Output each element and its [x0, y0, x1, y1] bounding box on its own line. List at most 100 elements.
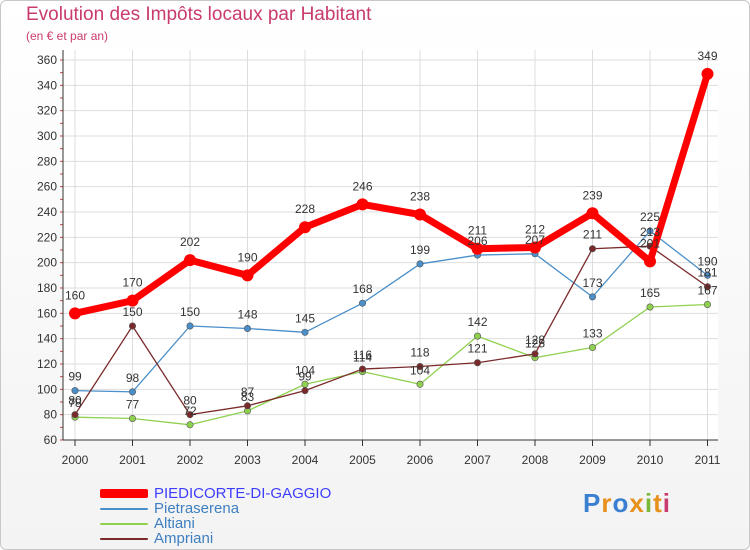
data-label: 207: [525, 233, 545, 247]
y-tick-label: 240: [37, 205, 57, 219]
data-label: 167: [697, 283, 717, 297]
data-point: [69, 307, 81, 320]
data-label: 80: [68, 394, 82, 408]
legend-swatch: [100, 507, 148, 510]
data-label: 99: [68, 370, 82, 384]
data-point: [301, 387, 309, 395]
data-label: 228: [295, 202, 315, 216]
plot-area: [63, 50, 718, 440]
chart-subtitle: (en € et par an): [26, 29, 109, 43]
data-label: 206: [467, 234, 487, 248]
logo-letter: P: [583, 488, 602, 518]
data-label: 99: [298, 370, 312, 384]
data-label: 125: [525, 337, 545, 351]
legend-label: Altiani: [154, 515, 195, 532]
y-tick-label: 100: [37, 382, 57, 396]
logo-letter: o: [612, 488, 630, 518]
data-label: 168: [352, 282, 372, 296]
data-label: 239: [582, 188, 602, 202]
x-tick-label: 2003: [234, 453, 261, 467]
data-label: 238: [410, 190, 430, 204]
x-tick-label: 2011: [695, 453, 721, 467]
data-label: 190: [697, 254, 717, 268]
x-tick-label: 2001: [119, 453, 146, 467]
data-point: [473, 359, 481, 367]
legend-item: Pietraserena: [100, 501, 331, 516]
y-tick-label: 200: [37, 256, 57, 270]
legend-label: Ampriani: [154, 530, 214, 547]
data-point: [703, 271, 711, 279]
y-tick-label: 220: [37, 230, 57, 244]
data-label: 190: [237, 250, 257, 264]
data-point: [301, 328, 309, 336]
data-point: [71, 411, 79, 419]
data-label: 201: [640, 236, 660, 250]
data-label: 211: [583, 228, 602, 242]
x-tick-label: 2000: [62, 453, 89, 467]
data-label: 165: [640, 286, 660, 300]
data-point: [416, 380, 424, 388]
x-tick-label: 2008: [522, 453, 549, 467]
data-label: 160: [65, 288, 85, 302]
logo-letter: r: [601, 488, 613, 518]
data-label: 181: [697, 266, 717, 280]
y-tick-label: 140: [37, 332, 57, 346]
data-point: [586, 207, 599, 220]
x-tick-label: 2002: [177, 453, 204, 467]
data-point: [184, 254, 196, 267]
legend-label: Pietraserena: [154, 500, 240, 517]
data-point: [186, 322, 194, 330]
data-point: [244, 325, 252, 333]
data-label: 213: [640, 225, 660, 239]
data-label: 150: [122, 305, 142, 319]
data-point: [588, 344, 596, 352]
legend-item: Ampriani: [100, 531, 331, 546]
data-point: [186, 421, 194, 429]
logo-letter: i: [644, 488, 654, 518]
series-line-pietraserena: [74, 230, 709, 393]
data-label: 104: [295, 363, 315, 377]
data-label: 116: [353, 348, 372, 362]
y-tick-label: 320: [37, 104, 57, 118]
data-point: [703, 300, 711, 308]
data-label: 121: [467, 342, 487, 356]
series-line-ampriani: [74, 245, 709, 416]
legend-swatch: [100, 537, 148, 540]
logo-letter: i: [662, 488, 671, 518]
x-tick-label: 2007: [464, 453, 491, 467]
series-line-piedicorte-di-gaggio: [71, 70, 711, 317]
data-label: 128: [525, 333, 545, 347]
data-point: [646, 227, 654, 235]
x-tick-label: 2004: [292, 453, 319, 467]
y-tick-label: 80: [44, 408, 58, 422]
logo-letter: t: [653, 488, 663, 518]
data-label: 72: [183, 404, 197, 418]
data-point: [358, 299, 366, 307]
y-tick-label: 300: [37, 129, 57, 143]
y-tick-label: 180: [37, 281, 57, 295]
x-tick-label: 2010: [637, 453, 664, 467]
data-label: 78: [68, 396, 82, 410]
legend-label: PIEDICORTE-DI-GAGGIO: [154, 485, 332, 502]
data-label: 87: [241, 385, 255, 399]
data-label: 98: [126, 371, 140, 385]
legend-item: PIEDICORTE-DI-GAGGIO: [100, 486, 331, 501]
data-point: [358, 365, 366, 373]
data-point: [529, 241, 541, 254]
data-label: 133: [582, 327, 602, 341]
data-label: 148: [237, 308, 257, 322]
data-point: [588, 293, 596, 301]
x-tick-label: 2005: [349, 453, 376, 467]
data-label: 104: [410, 363, 430, 377]
logo-letter: x: [629, 488, 645, 518]
data-point: [244, 402, 252, 410]
data-label: 142: [467, 315, 487, 329]
y-tick-label: 340: [37, 78, 57, 92]
data-label: 118: [410, 346, 429, 360]
data-label: 173: [582, 276, 602, 290]
y-tick-label: 120: [37, 357, 57, 371]
x-tick-label: 2009: [579, 453, 606, 467]
data-label: 80: [183, 394, 197, 408]
y-tick-label: 260: [37, 180, 57, 194]
